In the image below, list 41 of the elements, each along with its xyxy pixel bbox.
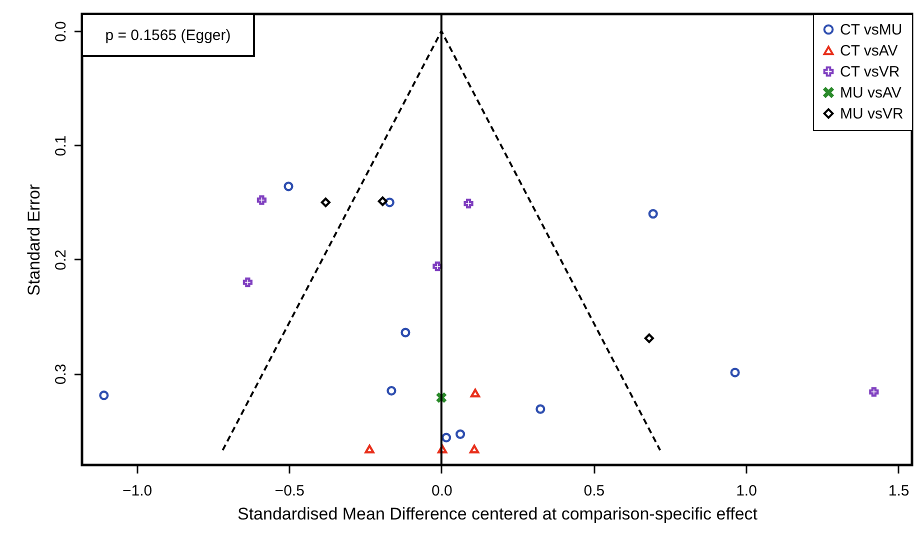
legend-label: CT vsVR xyxy=(840,64,900,80)
y-tick-label: 0.3 xyxy=(52,364,70,385)
x-tick-label: −1.0 xyxy=(122,482,152,500)
y-tick-label: 0.0 xyxy=(52,21,70,42)
point xyxy=(470,388,480,398)
y-axis-title: Standard Error xyxy=(24,184,44,296)
point xyxy=(464,198,474,208)
legend-label: MU vsAV xyxy=(840,84,902,102)
point xyxy=(648,209,658,219)
point xyxy=(436,392,446,402)
point xyxy=(386,386,396,396)
point xyxy=(470,444,480,454)
point xyxy=(644,333,654,344)
point xyxy=(256,195,267,205)
y-tick-label: 0.2 xyxy=(52,250,70,270)
x-tick-label: 1.5 xyxy=(888,482,910,500)
x-axis-title: Standardised Mean Difference centered at comparison-specific effect xyxy=(237,504,758,524)
point xyxy=(384,198,394,208)
point xyxy=(99,390,109,400)
y-tick-label: 0.1 xyxy=(52,135,70,156)
legend-label: MU vsVR xyxy=(840,106,904,122)
x-tick-label: 0.5 xyxy=(584,482,605,500)
point xyxy=(378,196,388,206)
x-tick-label: 0.0 xyxy=(431,482,452,500)
x-tick-label: 1.0 xyxy=(736,482,757,500)
point xyxy=(869,387,879,397)
point xyxy=(284,182,294,192)
point xyxy=(730,368,740,378)
point xyxy=(441,432,452,442)
point xyxy=(432,262,442,272)
point xyxy=(364,444,374,454)
legend-label: CT vsMU xyxy=(840,22,902,38)
point xyxy=(400,328,410,338)
point xyxy=(536,404,546,414)
point xyxy=(320,198,330,208)
point xyxy=(242,278,253,288)
point xyxy=(438,444,448,454)
x-tick-label: −0.5 xyxy=(274,482,304,500)
legend-label: CT vsAV xyxy=(840,42,898,60)
annotation: p = 0.1565 (Egger) xyxy=(105,27,231,44)
point xyxy=(455,429,466,439)
